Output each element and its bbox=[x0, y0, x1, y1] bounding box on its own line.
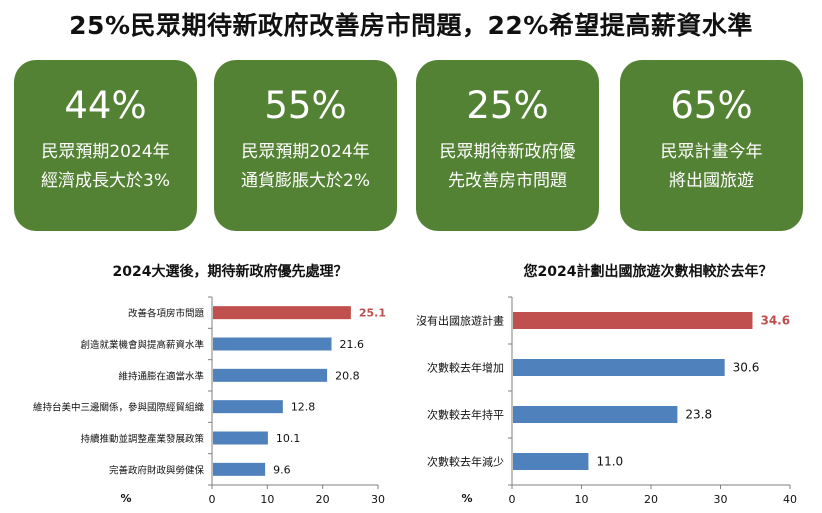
data-label: 21.6 bbox=[340, 338, 365, 351]
x-tick-label: 0 bbox=[509, 493, 516, 506]
category-label: 沒有出國旅遊計畫 bbox=[416, 314, 504, 328]
data-label: 9.6 bbox=[273, 463, 291, 476]
x-tick-label: 0 bbox=[209, 493, 216, 506]
bar bbox=[213, 368, 328, 382]
x-tick-label: 30 bbox=[371, 493, 385, 506]
stat-desc-line1: 民眾預期2024年 bbox=[41, 142, 170, 162]
x-tick-label: 10 bbox=[575, 493, 589, 506]
category-label: 持續推動並調整產業發展政策 bbox=[80, 433, 204, 445]
bar bbox=[213, 462, 266, 476]
stat-value: 44% bbox=[64, 84, 147, 127]
stat-desc-line2: 先改善房市問題 bbox=[448, 171, 567, 191]
data-label: 23.8 bbox=[685, 408, 712, 422]
stat-card-gdp: 44% 民眾預期2024年 經濟成長大於3% bbox=[14, 60, 197, 231]
stat-desc-line2: 通貨膨脹大於2% bbox=[241, 171, 370, 191]
x-tick-label: 30 bbox=[714, 493, 728, 506]
x-tick-label: 40 bbox=[783, 493, 797, 506]
bar bbox=[513, 453, 589, 470]
x-tick-label: 20 bbox=[644, 493, 658, 506]
x-tick-label: 10 bbox=[260, 493, 274, 506]
chart-title: 2024大選後，期待新政府優先處理？ bbox=[113, 263, 348, 280]
data-label: 10.1 bbox=[276, 432, 301, 445]
stat-desc-line2: 將出國旅遊 bbox=[669, 171, 754, 191]
data-label: 30.6 bbox=[733, 361, 760, 375]
bar bbox=[213, 306, 351, 320]
category-label: 改善各項房市問題 bbox=[128, 308, 205, 320]
data-label: 25.1 bbox=[359, 307, 386, 320]
category-label: 次數較去年減少 bbox=[427, 455, 504, 469]
bar bbox=[213, 400, 283, 414]
stat-card-travel: 65% 民眾計畫今年 將出國旅遊 bbox=[620, 60, 803, 231]
stat-card-housing: 25% 民眾期待新政府優 先改善房市問題 bbox=[416, 60, 599, 231]
stat-value: 25% bbox=[466, 84, 549, 127]
data-label: 34.6 bbox=[760, 314, 790, 328]
category-label: 次數較去年增加 bbox=[427, 361, 504, 375]
data-label: 11.0 bbox=[596, 455, 623, 469]
stat-desc-line1: 民眾計畫今年 bbox=[660, 142, 763, 162]
category-label: 完善政府財政與勞健保 bbox=[109, 464, 205, 476]
stat-desc-line1: 民眾預期2024年 bbox=[241, 142, 370, 162]
category-label: 創造就業機會與提高薪資水準 bbox=[80, 339, 204, 351]
category-label: 維持通膨在適當水準 bbox=[118, 370, 204, 382]
bar bbox=[513, 406, 678, 423]
data-label: 20.8 bbox=[335, 369, 360, 382]
page-title: 25%民眾期待新政府改善房市問題，22%希望提高薪資水準 bbox=[69, 11, 753, 40]
stat-desc-line2: 經濟成長大於3% bbox=[41, 171, 170, 191]
x-axis-label: % bbox=[120, 492, 131, 505]
stat-value: 55% bbox=[264, 84, 347, 127]
stat-card-inflation: 55% 民眾預期2024年 通貨膨脹大於2% bbox=[214, 60, 397, 231]
stat-value: 65% bbox=[670, 84, 753, 127]
bar bbox=[513, 359, 725, 376]
bar bbox=[213, 337, 332, 351]
data-label: 12.8 bbox=[291, 401, 316, 414]
bar bbox=[513, 312, 753, 329]
category-label: 次數較去年持平 bbox=[427, 408, 504, 422]
bar bbox=[213, 431, 268, 445]
x-tick-label: 20 bbox=[316, 493, 330, 506]
stat-desc-line1: 民眾期待新政府優 bbox=[439, 142, 576, 162]
category-label: 維持台美中三邊關係，參與國際經貿組織 bbox=[33, 402, 205, 414]
chart-title: 您2024計劃出國旅遊次數相較於去年？ bbox=[524, 263, 773, 280]
x-axis-label: % bbox=[461, 492, 472, 505]
